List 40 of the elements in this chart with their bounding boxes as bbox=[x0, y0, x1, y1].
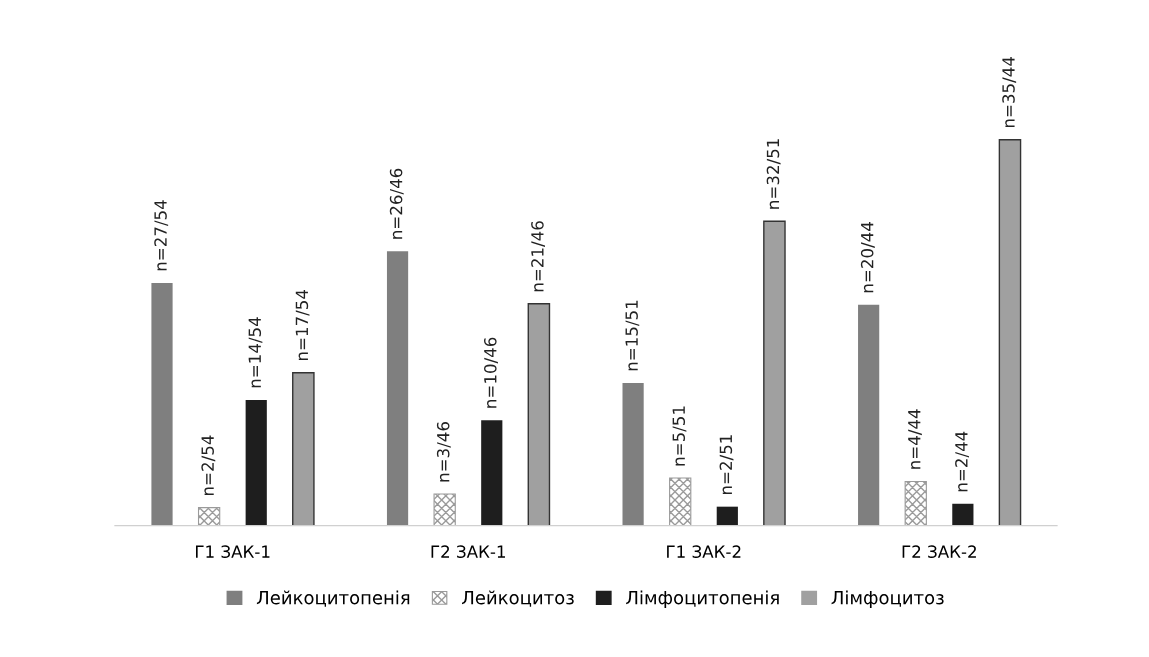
bar bbox=[292, 372, 315, 526]
bar bbox=[998, 139, 1022, 526]
bar bbox=[904, 480, 927, 526]
data-label: n=10/46 bbox=[484, 337, 498, 408]
data-label: n=14/54 bbox=[248, 317, 263, 388]
data-label: n=2/44 bbox=[955, 431, 970, 492]
bar bbox=[386, 251, 409, 526]
bar bbox=[197, 507, 221, 526]
data-label: n=15/51 bbox=[625, 300, 640, 371]
bar bbox=[245, 399, 267, 526]
data-label: n=4/44 bbox=[908, 409, 922, 469]
bar bbox=[433, 493, 456, 526]
bar bbox=[669, 477, 692, 526]
bar bbox=[952, 503, 974, 526]
data-label: n=5/51 bbox=[672, 406, 687, 466]
bar bbox=[622, 382, 644, 526]
data-label: n=20/44 bbox=[860, 222, 875, 293]
data-label: n=2/54 bbox=[201, 435, 216, 496]
data-label: n=21/46 bbox=[531, 221, 546, 292]
x-tick-label: Г1 ЗАК-2 bbox=[667, 545, 741, 558]
legend-label: Лімфоцитоз bbox=[831, 590, 944, 608]
data-label: n=2/51 bbox=[719, 435, 734, 495]
bar bbox=[763, 220, 786, 526]
data-label: n=32/51 bbox=[766, 139, 781, 209]
bar bbox=[481, 420, 503, 526]
x-tick-label: Г2 ЗАК-2 bbox=[902, 545, 976, 558]
legend-label: Лімфоцитопенія bbox=[626, 590, 779, 608]
data-label: n=27/54 bbox=[154, 200, 169, 271]
data-label: n=35/44 bbox=[1002, 57, 1017, 128]
bar bbox=[858, 304, 880, 526]
x-tick-label: Г1 ЗАК-1 bbox=[196, 545, 270, 558]
x-tick-label: Г2 ЗАК-1 bbox=[431, 545, 505, 558]
legend-label: Лейкоцитопенія bbox=[256, 590, 410, 607]
legend-label: Лейкоцитоз bbox=[462, 590, 574, 607]
data-label: n=17/54 bbox=[295, 289, 310, 361]
data-label: n=26/46 bbox=[389, 168, 404, 239]
bar bbox=[151, 282, 173, 526]
bar bbox=[716, 506, 738, 526]
data-label: n=3/46 bbox=[436, 422, 451, 482]
bar bbox=[527, 303, 551, 526]
